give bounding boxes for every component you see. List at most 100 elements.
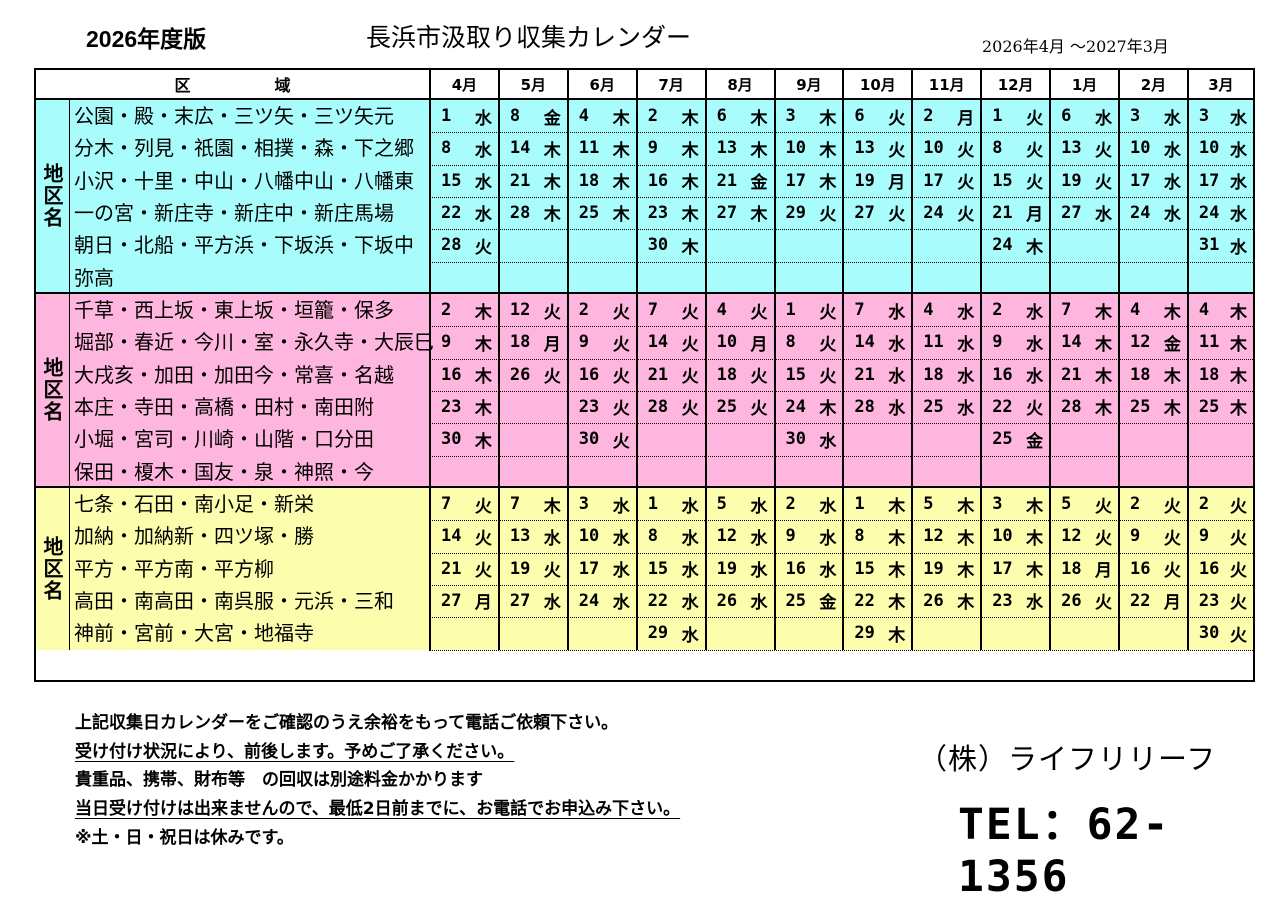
collection-date: 10 月 [707,326,774,358]
district-name: 公園・殿・末広・三ツ矢・三ツ矢元 [74,104,394,128]
collection-date: 18 木 [569,165,636,197]
month-column: 3 水 10 水 17 水 24 水 [1118,100,1187,292]
date-day: 7 [1061,300,1072,320]
date-weekday: 水 [681,561,699,582]
date-weekday: 水 [1229,140,1247,161]
collection-date: 26 火 [1051,585,1118,617]
note-line-1: 上記収集日カレンダーをご確認のうえ余裕をもって電話ご依頼下さい。 [75,713,619,733]
date-weekday: 木 [1094,367,1112,388]
date-day: 22 [647,590,669,611]
date-day: 21 [441,558,462,579]
month-column: 1 火 8 火 15 火 21 月 24 木 [980,100,1049,292]
date-day: 19 [923,558,944,579]
date-day: 19 [1061,170,1082,191]
row-separator [429,164,1253,166]
collection-date [1051,456,1118,488]
date-day: 18 [509,332,531,353]
date-weekday: 木 [612,140,630,161]
date-weekday: 水 [819,528,837,549]
collection-date: 17 火 [913,165,980,197]
row-separator [429,423,1253,425]
collection-date: 21 金 [707,165,774,197]
collection-date [500,650,567,682]
district-name: 大戌亥・加田・加田今・常喜・名越 [74,362,394,387]
collection-date: 23 水 [982,585,1049,617]
date-day: 11 [923,332,944,353]
date-day: 7 [441,494,452,514]
date-weekday: 水 [750,593,768,614]
date-day: 21 [854,364,875,385]
date-weekday: 月 [1026,205,1044,226]
date-weekday: 木 [681,140,699,161]
month-column: 6 水 13 火 19 火 27 水 [1049,100,1118,292]
row-separator [429,617,1253,619]
date-day: 15 [854,558,875,579]
date-weekday: 火 [819,302,837,323]
collection-date: 15 火 [982,165,1049,197]
date-day: 1 [854,494,865,514]
month-column: 3 木 10 木 17 木 29 火 [773,100,843,292]
date-day: 16 [1198,558,1220,579]
date-weekday: 金 [750,173,768,194]
date-day: 2 [578,300,590,320]
date-day: 21 [1061,364,1082,385]
date-weekday: 金 [819,593,837,614]
date-day: 8 [647,526,658,547]
date-weekday: 木 [957,528,975,549]
month-header: 8月 [704,70,774,98]
date-day: 7 [509,494,521,514]
date-day: 6 [854,106,865,126]
collection-date [1120,617,1187,649]
collection-date: 28 火 [431,229,498,261]
date-weekday: 水 [1163,173,1181,194]
collection-date: 16 木 [431,359,498,391]
month-column: 1 木 8 木 15 木 22 木 29 木 [842,488,911,650]
row-separator [429,261,1253,263]
date-day: 24 [578,590,600,611]
row-separator [429,229,1253,231]
date-day: 24 [1130,202,1151,223]
district-group: 地区名 千草・西上坂・東上坂・垣籠・保多 堀部・春近・今川・室・永久寺・大辰巳 大戌亥… [36,294,1253,488]
date-weekday: 木 [750,205,768,226]
date-weekday: 水 [1026,593,1044,614]
month-header: 5月 [497,70,567,98]
date-weekday: 月 [474,593,492,614]
collection-date: 23 火 [1189,585,1253,617]
collection-date: 21 水 [844,359,911,391]
date-day: 24 [992,235,1013,256]
date-weekday: 水 [612,561,630,582]
date-weekday: 火 [474,237,492,258]
collection-date [500,617,567,649]
month-header: 3月 [1186,70,1253,98]
area-header: 区 域 [174,76,325,95]
date-day: 16 [785,558,806,579]
collection-date: 14 火 [638,326,705,358]
date-weekday: 木 [1163,399,1181,420]
month-header: 1月 [1049,70,1118,98]
date-weekday: 木 [681,173,699,194]
collection-date: 16 火 [569,359,636,391]
date-day: 17 [923,170,944,191]
district-name: 一の宮・新庄寺・新庄中・新庄馬場 [74,200,394,225]
date-weekday: 木 [1094,334,1112,355]
date-weekday: 木 [612,173,630,194]
date-weekday: 木 [681,237,699,258]
date-weekday: 木 [957,561,975,582]
collection-date: 22 水 [431,197,498,229]
row-separator [429,326,1253,328]
date-weekday: 木 [888,561,906,582]
district-name: 弥高 [74,265,114,290]
date-day: 25 [992,429,1013,450]
date-day: 2 [1130,494,1141,514]
date-day: 30 [441,429,462,450]
date-weekday: 水 [888,399,906,420]
district-group: 地区名 七条・石田・南小足・新栄 加納・加納新・四ツ塚・勝 平方・平方南・平方柳 高田・… [36,488,1253,651]
date-weekday: 火 [750,367,768,388]
date-weekday: 水 [957,399,975,420]
